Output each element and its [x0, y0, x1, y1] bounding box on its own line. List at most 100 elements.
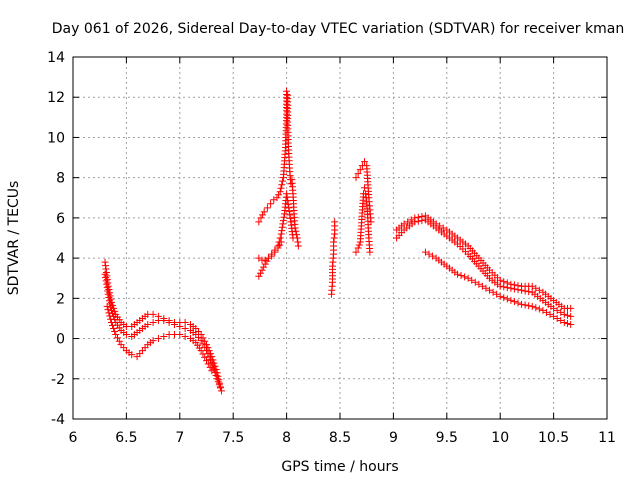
- data-point: [421, 248, 429, 256]
- data-point: [361, 158, 369, 166]
- chart-title: Day 061 of 2026, Sidereal Day-to-day VTE…: [52, 21, 624, 37]
- data-point: [104, 306, 112, 314]
- y-tick-label: 14: [47, 50, 65, 66]
- data-point: [115, 337, 123, 345]
- data-point: [414, 217, 422, 225]
- y-tick-label: 8: [56, 171, 65, 187]
- data-point: [425, 250, 433, 258]
- data-point: [439, 224, 447, 232]
- data-point: [285, 207, 293, 215]
- data-point: [217, 387, 225, 395]
- data-point: [464, 274, 472, 282]
- data-point: [149, 318, 157, 326]
- data-point: [275, 191, 283, 199]
- data-point: [535, 286, 543, 294]
- data-point: [201, 353, 209, 361]
- data-point: [101, 270, 109, 278]
- series-pass-e-lower: [421, 248, 575, 328]
- data-point: [208, 359, 216, 367]
- data-point: [203, 357, 210, 365]
- data-point: [330, 238, 338, 246]
- data-point: [557, 316, 565, 324]
- data-point: [294, 242, 302, 250]
- data-point: [550, 312, 558, 320]
- data-point: [214, 378, 222, 386]
- data-point: [567, 304, 575, 312]
- y-axis-ticks: -4 -2 0 2 4 6 8 10 12 14: [47, 50, 607, 428]
- data-point: [553, 306, 561, 314]
- data-point: [197, 337, 205, 345]
- data-point: [211, 368, 219, 376]
- data-point: [271, 248, 279, 256]
- data-point: [277, 238, 285, 246]
- data-point: [283, 190, 291, 198]
- data-point: [286, 211, 294, 219]
- data-point: [110, 325, 118, 332]
- y-tick-label: 12: [47, 90, 65, 106]
- data-point: [206, 363, 214, 371]
- data-point: [106, 312, 114, 320]
- data-point: [165, 318, 173, 326]
- data-point: [356, 166, 364, 174]
- data-point: [468, 276, 476, 284]
- y-tick-label: -4: [51, 412, 65, 428]
- data-point: [144, 320, 152, 328]
- data-point: [453, 270, 461, 278]
- data-point: [362, 194, 370, 202]
- data-point: [563, 311, 571, 319]
- data-point: [105, 309, 113, 317]
- data-point: [287, 180, 295, 188]
- series-pass-a-middle: [101, 270, 225, 395]
- data-point: [259, 211, 267, 219]
- series-pass-e-upper: [393, 212, 575, 312]
- data-point: [106, 289, 114, 297]
- data-point: [567, 312, 575, 320]
- data-point: [521, 301, 529, 309]
- data-point: [560, 318, 568, 326]
- data-point: [176, 322, 184, 330]
- data-point: [274, 244, 282, 252]
- data-point: [436, 222, 444, 230]
- data-point: [471, 278, 479, 286]
- data-point: [560, 310, 568, 318]
- data-point: [496, 282, 504, 290]
- data-point: [418, 217, 426, 225]
- data-point: [482, 284, 490, 292]
- data-point: [105, 294, 113, 302]
- series-pass-e-middle: [393, 216, 575, 320]
- x-tick-label: 6.5: [115, 430, 137, 446]
- data-point: [128, 351, 136, 359]
- series-pass-d-lower: [352, 184, 374, 256]
- data-point: [546, 310, 554, 318]
- data-point: [103, 302, 111, 310]
- data-point: [366, 248, 374, 256]
- data-point: [107, 315, 115, 323]
- data-point: [553, 314, 561, 322]
- data-point: [411, 218, 419, 226]
- data-point: [500, 283, 508, 291]
- data-point: [199, 340, 207, 348]
- data-point: [362, 190, 370, 198]
- data-point: [112, 331, 120, 339]
- data-point: [215, 381, 223, 389]
- data-point: [181, 318, 189, 326]
- data-point: [205, 353, 213, 361]
- data-point: [213, 375, 221, 383]
- data-point: [496, 276, 504, 284]
- data-point: [107, 318, 115, 326]
- y-tick-label: 2: [56, 291, 65, 307]
- series-pass-c: [327, 218, 339, 298]
- data-point: [181, 325, 189, 332]
- data-point: [496, 292, 504, 300]
- x-tick-label: 10.5: [538, 430, 569, 446]
- data-point: [518, 300, 526, 308]
- x-tick-label: 9: [389, 430, 398, 446]
- data-point: [500, 294, 508, 302]
- data-point: [104, 287, 112, 295]
- data-point: [528, 302, 536, 310]
- data-point: [256, 269, 264, 277]
- x-tick-label: 8: [282, 430, 291, 446]
- data-point: [525, 288, 533, 296]
- data-point: [278, 227, 286, 235]
